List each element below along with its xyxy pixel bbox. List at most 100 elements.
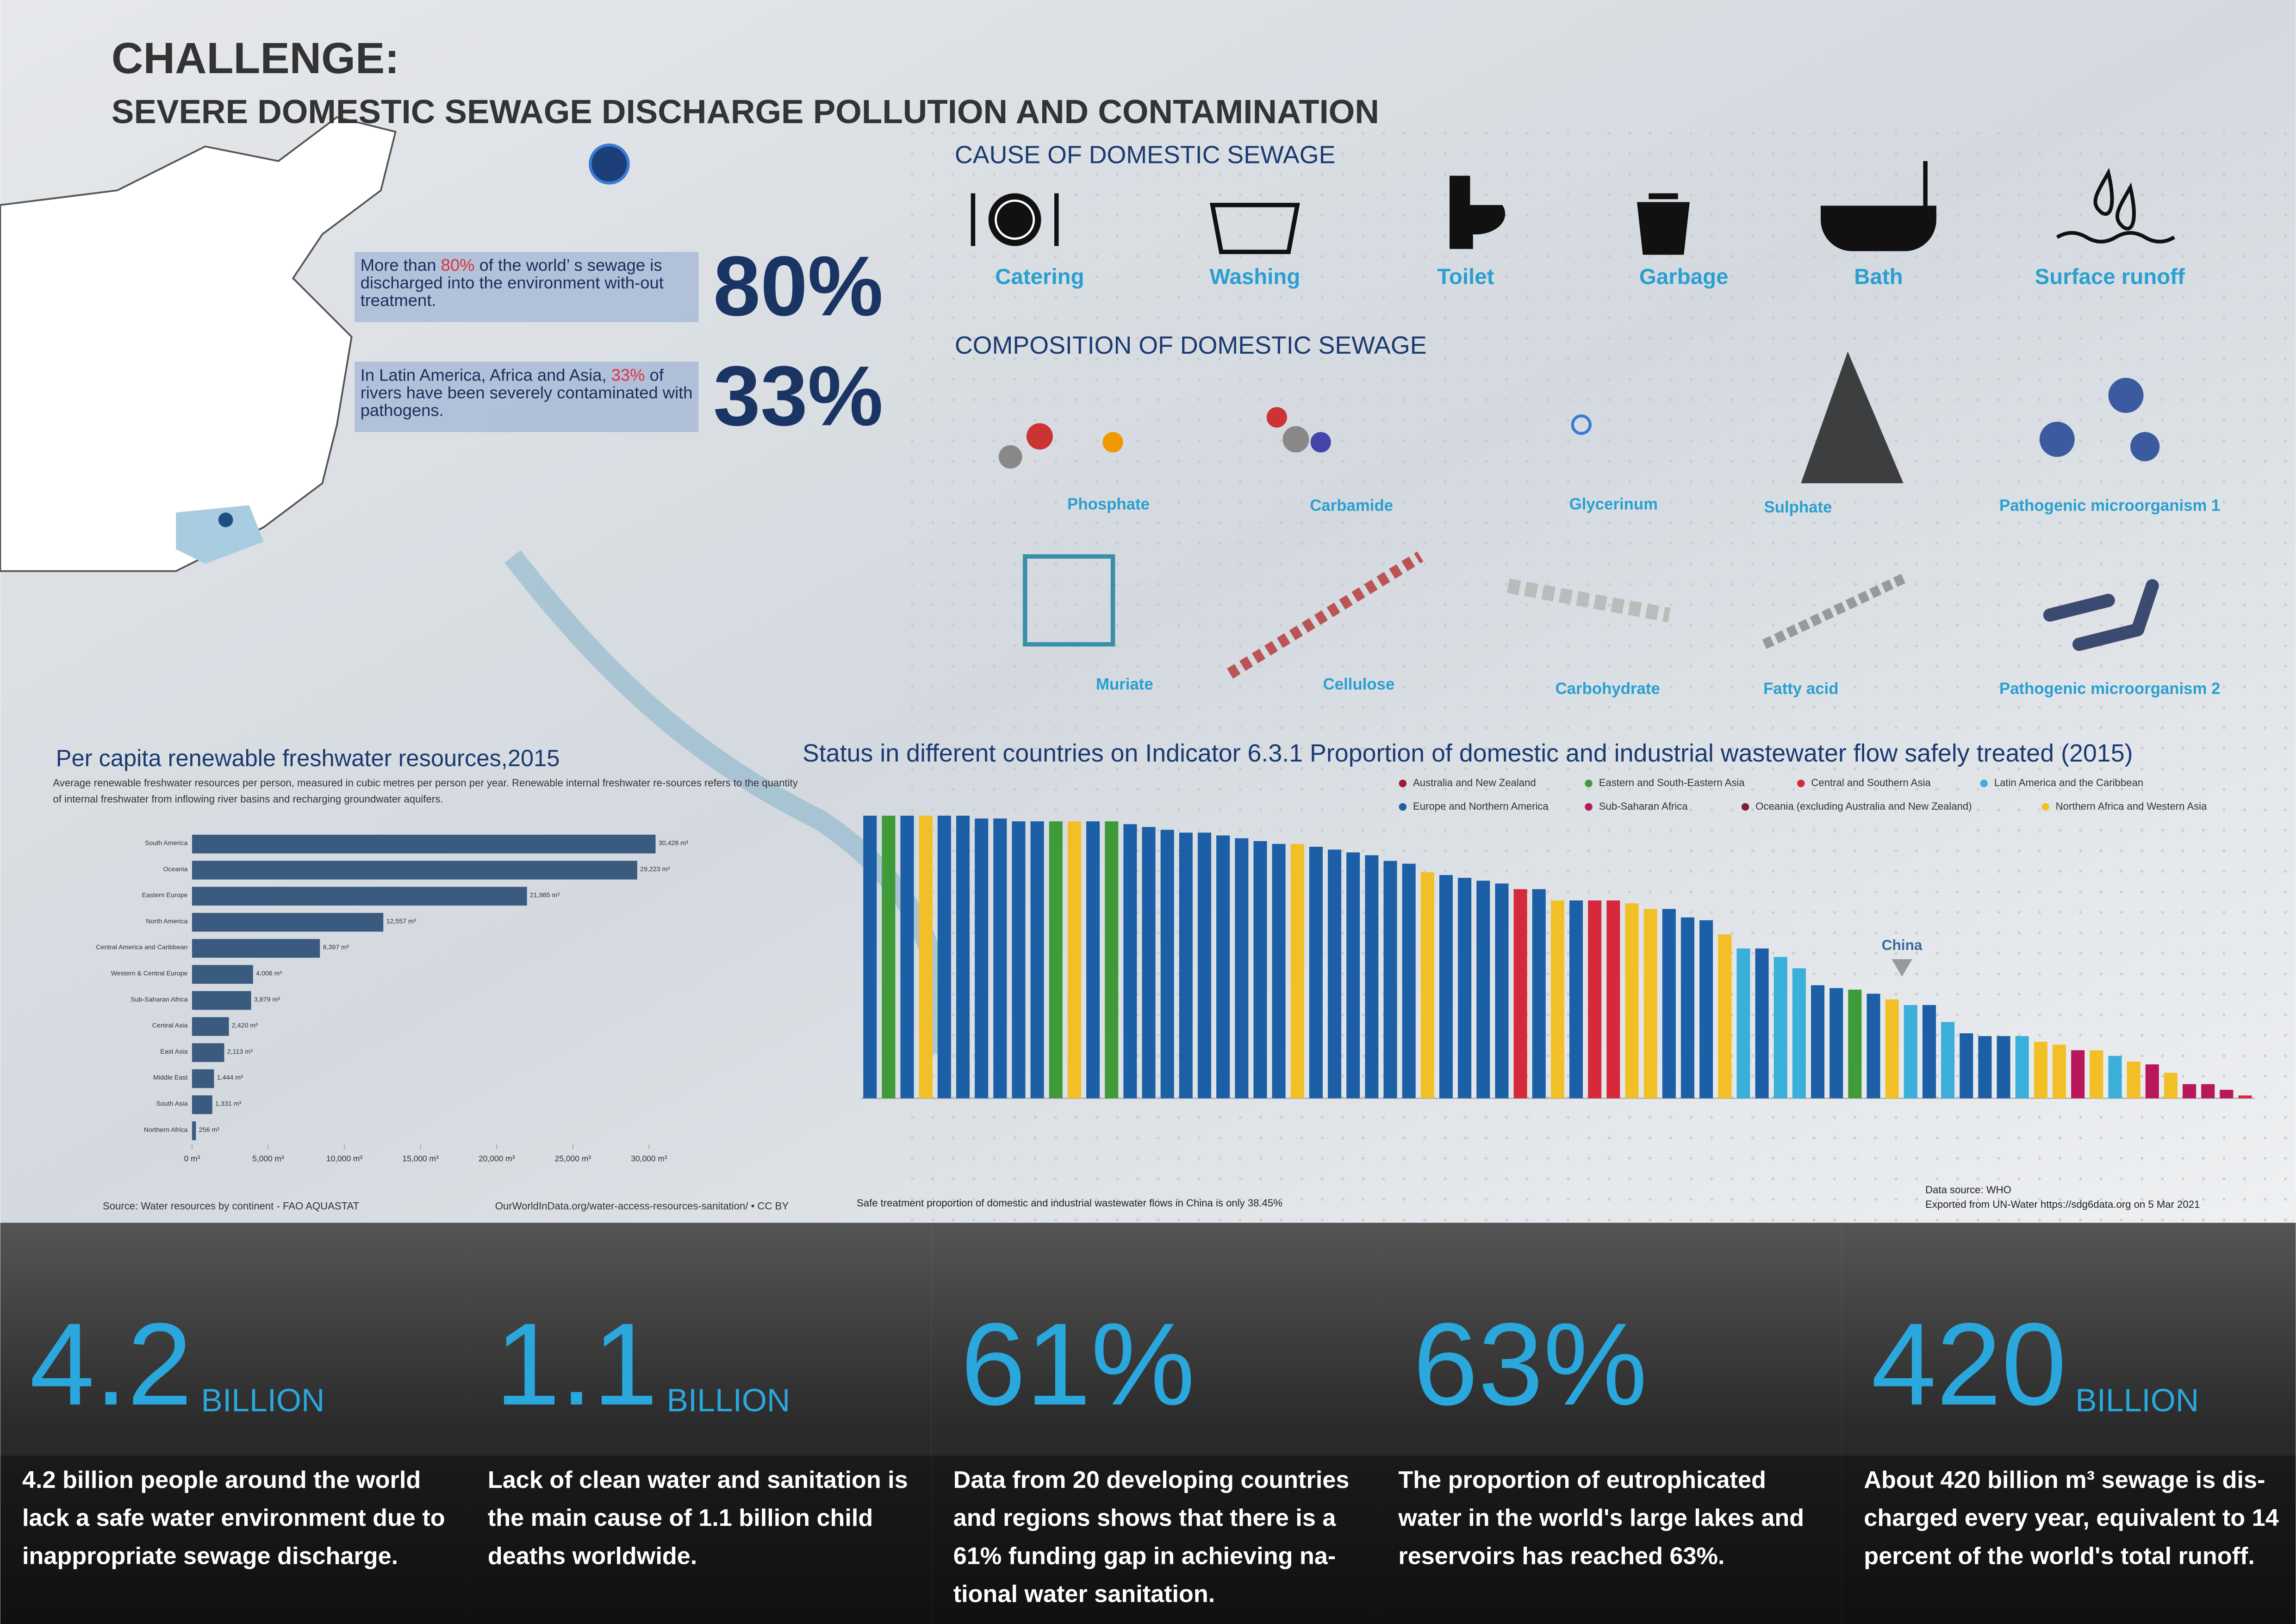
fact-unit: BILLION — [2075, 1382, 2199, 1418]
atom — [1026, 423, 1053, 450]
bar — [919, 815, 933, 1099]
composition-label: Muriate — [1096, 676, 1153, 693]
bar — [1458, 878, 1472, 1099]
caption-band — [931, 1455, 1376, 1624]
chart-title-text: Status in different countries on Indicat… — [803, 741, 2252, 766]
x-tick-label: 5,000 m³ — [252, 1154, 284, 1163]
x-tick-label: 25,000 m³ — [555, 1154, 591, 1163]
bar — [2071, 1050, 2085, 1099]
fact-unit: BILLION — [201, 1382, 325, 1418]
source: Source: Water resources by continent - F… — [103, 1200, 359, 1212]
bar — [1402, 863, 1416, 1099]
value-label: 3,879 m³ — [254, 996, 280, 1003]
bar — [1197, 832, 1212, 1099]
bar — [1941, 1022, 1955, 1099]
bar — [1346, 852, 1360, 1099]
chart-subtitle: Average renewable freshwater resources p… — [53, 776, 799, 809]
bar — [1755, 948, 1769, 1099]
legend-label: Central and Southern Asia — [1811, 777, 1931, 788]
chart-title: Per capita renewable freshwater resource… — [56, 745, 560, 771]
atom — [1310, 432, 1331, 453]
microbe — [2108, 378, 2144, 413]
legend-label: Oceania (excluding Australia and New Zea… — [1755, 800, 1972, 812]
caption-band — [1376, 1455, 1842, 1624]
legend-dot — [1399, 780, 1407, 787]
atom — [1266, 407, 1288, 428]
y-tick-label: Northern Africa — [144, 1126, 188, 1134]
bar — [1532, 889, 1546, 1099]
x-tick-label: 0 m³ — [184, 1154, 200, 1163]
bar — [1476, 881, 1490, 1099]
legend-dot — [1797, 780, 1805, 787]
icon-plate — [995, 199, 1035, 240]
text-span: 33% — [611, 367, 645, 385]
text-span: Average renewable freshwater resources p… — [53, 779, 798, 806]
bar — [1773, 957, 1787, 1099]
chart-subtitle-text: Average renewable freshwater resources p… — [53, 776, 799, 809]
bar — [1718, 934, 1732, 1099]
bar — [1792, 968, 1806, 1099]
bar — [1328, 849, 1342, 1099]
bar — [1049, 821, 1063, 1099]
bar — [192, 887, 527, 906]
composition-label: Pathogenic microorganism 2 — [1999, 680, 2220, 698]
cause-label: Toilet — [1437, 265, 1494, 289]
fact-number: 420 — [1871, 1299, 2066, 1430]
y-tick-label: Eastern Europe — [142, 892, 188, 899]
bar — [2183, 1084, 2196, 1099]
bar — [192, 861, 637, 880]
stat-box — [355, 252, 699, 322]
bar — [192, 1043, 224, 1062]
bar — [956, 815, 970, 1099]
legend-dot — [1980, 780, 1988, 787]
annotation-arrow — [1892, 959, 1912, 977]
fact-text: The proportion of eutrophicated water in… — [1398, 1468, 1804, 1570]
bar — [2034, 1042, 2047, 1099]
icon-washing — [1209, 203, 1300, 254]
cause-label: Washing — [1209, 265, 1300, 289]
legend-dot — [1585, 803, 1593, 811]
y-tick-label: North America — [146, 918, 187, 925]
photo — [1376, 1223, 1842, 1624]
stat-text-text: More than 80% of the world’ s sewage is … — [361, 258, 697, 311]
composition-label: Sulphate — [1764, 499, 1832, 516]
microbe — [2039, 422, 2075, 457]
fact-text-text: Lack of clean water and sanitation is th… — [488, 1462, 921, 1576]
microbe — [2130, 432, 2160, 462]
photo — [466, 1223, 932, 1624]
bar — [900, 815, 914, 1099]
fact-text: Data from 20 developing countries and re… — [953, 1468, 1350, 1608]
bar — [1365, 855, 1379, 1099]
bar — [192, 991, 251, 1010]
legend-dot — [1585, 780, 1593, 787]
icon-runoff — [2056, 168, 2175, 244]
legend-dot — [1741, 803, 1749, 811]
bar — [1848, 989, 1862, 1099]
bar — [1383, 861, 1397, 1099]
caption-band — [466, 1455, 932, 1624]
bar — [1997, 1036, 2010, 1099]
bar — [1290, 843, 1304, 1099]
icon-bath — [1820, 161, 1936, 251]
fact-text: About 420 billion m³ sewage is dis-charg… — [1864, 1468, 2278, 1570]
stat-number: 80% — [713, 238, 883, 333]
bar — [1867, 993, 1880, 1099]
bar — [1309, 847, 1323, 1099]
text-span: Lack of clean water and sanitation is th… — [487, 1467, 908, 1570]
value-label: 1,444 m³ — [217, 1074, 243, 1081]
cause-label: Bath — [1854, 265, 1903, 289]
microbe — [2043, 579, 2159, 651]
section-title: COMPOSITION OF DOMESTIC SEWAGE — [955, 331, 1427, 359]
text-span: Status in different countries on Indicat… — [802, 741, 2133, 768]
fact-number: 63% — [1413, 1299, 1647, 1430]
bar — [863, 815, 877, 1099]
molecule-icons — [998, 351, 2160, 679]
bar — [2238, 1095, 2252, 1099]
bar — [2108, 1056, 2122, 1099]
text-span: More than — [360, 257, 441, 275]
bar — [1235, 838, 1249, 1099]
bar — [1086, 821, 1100, 1099]
y-tick-label: East Asia — [160, 1048, 187, 1056]
bar — [1272, 843, 1286, 1099]
chart-note: Safe treatment proportion of domestic an… — [857, 1197, 1282, 1209]
